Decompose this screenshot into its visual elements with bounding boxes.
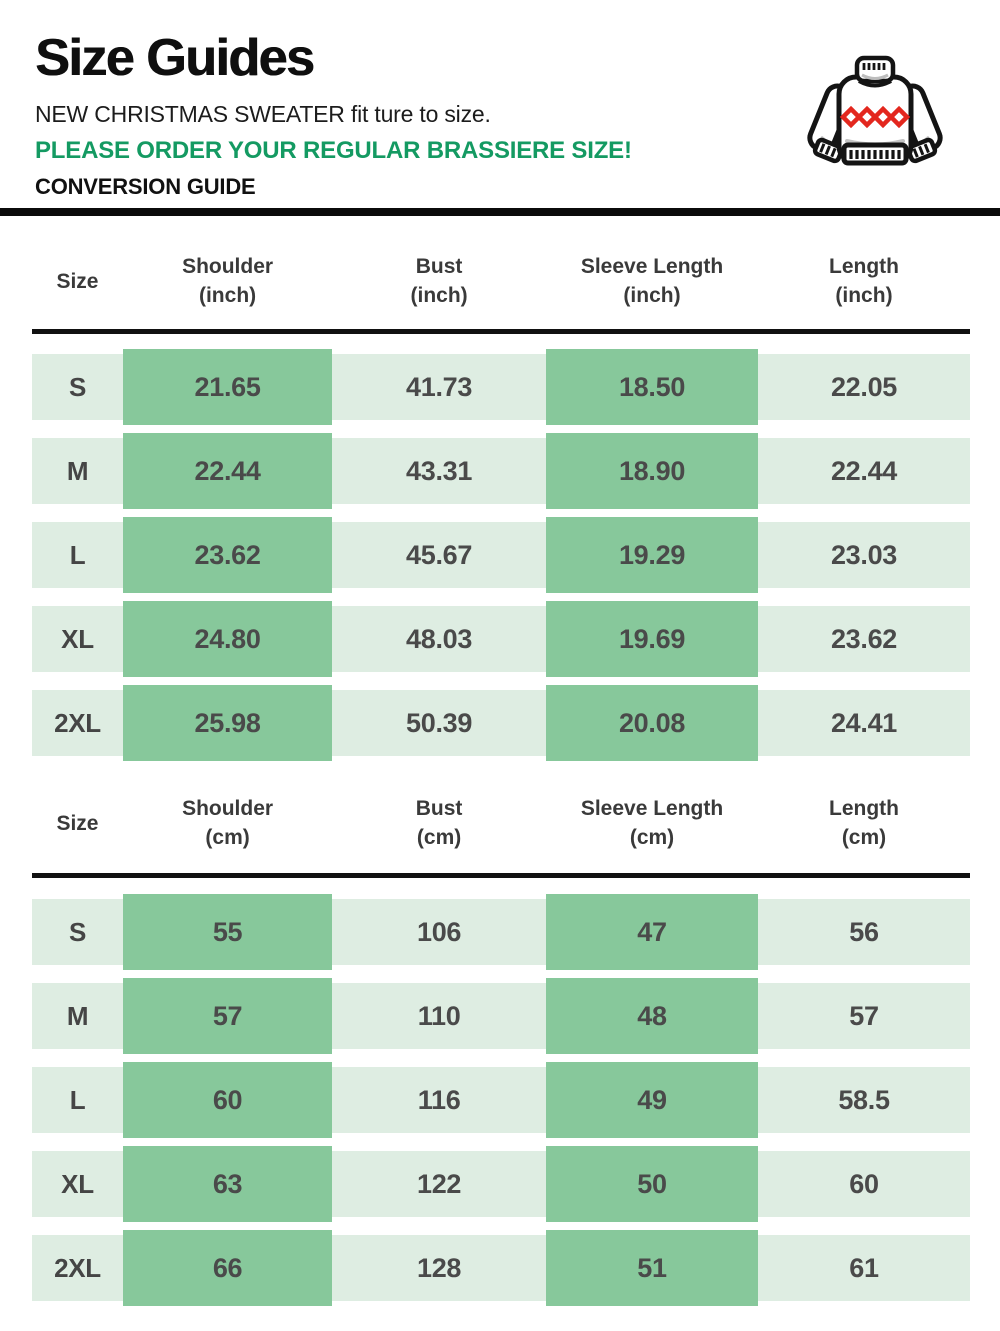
bust-cell: 41.73 — [406, 371, 473, 402]
length-cell: 60 — [849, 1168, 879, 1199]
table-row: S 55 106 47 56 — [32, 894, 970, 970]
size-cell: XL — [61, 623, 94, 654]
size-cell: L — [69, 1084, 86, 1115]
bust-cell: 110 — [417, 1000, 461, 1031]
table-row: L 23.62 45.67 19.29 23.03 — [32, 517, 970, 593]
bust-cell: 50.39 — [406, 707, 473, 738]
sleeve-length-cell: 48 — [546, 978, 758, 1054]
sleeve-length-cell: 19.29 — [546, 517, 758, 593]
bust-cell: 45.67 — [406, 539, 473, 570]
length-cell: 22.44 — [830, 455, 898, 486]
length-cell: 57 — [849, 1000, 879, 1031]
order-note: PLEASE ORDER YOUR REGULAR BRASSIERE SIZE… — [35, 137, 632, 164]
fit-note: NEW CHRISTMAS SWEATER fit ture to size. — [35, 101, 491, 127]
length-cell: 23.62 — [830, 623, 898, 654]
table-header-row-cm: Size Shoulder (cm) Bust (cm) Sleeve Leng… — [32, 774, 970, 873]
sleeve-length-cell: 18.90 — [546, 433, 758, 509]
table-header-rule-inch — [32, 329, 970, 334]
header-col-shoulder: Shoulder (inch) — [182, 255, 274, 307]
header-col-bust: Bust (cm) — [415, 797, 463, 849]
header-col-length: Length (cm) — [829, 797, 899, 849]
sleeve-length-cell: 19.69 — [546, 601, 758, 677]
size-cell: XL — [61, 1168, 94, 1199]
table-row: M 57 110 48 57 — [32, 978, 970, 1054]
sleeve-length-cell: 50 — [546, 1146, 758, 1222]
bust-cell: 122 — [417, 1168, 462, 1199]
table-row: 2XL 25.98 50.39 20.08 24.41 — [32, 685, 970, 761]
header-col-bust: Bust (inch) — [410, 255, 468, 307]
size-cell: S — [68, 371, 87, 402]
header-col-size: Size — [56, 269, 99, 293]
header-col-sleeve-length: Sleeve Length (cm) — [580, 797, 724, 849]
header: Size Guides NEW CHRISTMAS SWEATER fit tu… — [35, 32, 632, 200]
conversion-guide-label: CONVERSION GUIDE — [35, 174, 256, 199]
length-cell: 56 — [849, 916, 879, 947]
shoulder-cell: 57 — [122, 978, 333, 1054]
size-cell: S — [68, 916, 87, 947]
table-row: M 22.44 43.31 18.90 22.44 — [32, 433, 970, 509]
sleeve-length-cell: 49 — [546, 1062, 758, 1138]
table-body-cm: S 55 106 47 56 M 57 110 48 57 L 60 — [32, 878, 970, 1306]
shoulder-cell: 21.65 — [122, 349, 333, 425]
header-divider — [0, 208, 1000, 216]
size-cell: M — [66, 1000, 89, 1031]
size-table-inch: Size Shoulder (inch) Bust (inch) Sleeve … — [32, 216, 970, 761]
table-row: L 60 116 49 58.5 — [32, 1062, 970, 1138]
length-cell: 58.5 — [838, 1084, 890, 1115]
shoulder-cell: 23.62 — [122, 517, 333, 593]
length-cell: 61 — [849, 1252, 879, 1283]
header-col-sleeve-length: Sleeve Length (inch) — [580, 255, 724, 307]
length-cell: 22.05 — [830, 371, 898, 402]
sleeve-length-cell: 47 — [546, 894, 758, 970]
sweater-icon — [807, 55, 943, 166]
table-row: S 21.65 41.73 18.50 22.05 — [32, 349, 970, 425]
size-cell: M — [66, 455, 89, 486]
size-tables: Size Shoulder (inch) Bust (inch) Sleeve … — [32, 216, 970, 1319]
shoulder-cell: 24.80 — [122, 601, 333, 677]
table-row: XL 24.80 48.03 19.69 23.62 — [32, 601, 970, 677]
shoulder-cell: 25.98 — [122, 685, 333, 761]
table-header-rule-cm — [32, 873, 970, 878]
table-row: XL 63 122 50 60 — [32, 1146, 970, 1222]
size-cell: L — [69, 539, 86, 570]
length-cell: 24.41 — [830, 707, 898, 738]
header-col-size: Size — [56, 811, 99, 835]
length-cell: 23.03 — [830, 539, 898, 570]
bust-cell: 128 — [417, 1252, 462, 1283]
shoulder-cell: 55 — [122, 894, 333, 970]
shoulder-cell: 22.44 — [122, 433, 333, 509]
table-body-inch: S 21.65 41.73 18.50 22.05 M 22.44 43.31 … — [32, 334, 970, 761]
table-row: 2XL 66 128 51 61 — [32, 1230, 970, 1306]
header-col-length: Length (inch) — [829, 255, 899, 307]
shoulder-cell: 60 — [122, 1062, 333, 1138]
page-title: Size Guides — [35, 29, 315, 87]
bust-cell: 48.03 — [406, 623, 473, 654]
bust-cell: 116 — [417, 1084, 461, 1115]
sleeve-length-cell: 20.08 — [546, 685, 758, 761]
bust-cell: 43.31 — [406, 455, 473, 486]
size-cell: 2XL — [54, 707, 101, 738]
size-table-cm: Size Shoulder (cm) Bust (cm) Sleeve Leng… — [32, 774, 970, 1306]
sleeve-length-cell: 51 — [546, 1230, 758, 1306]
table-header-row-inch: Size Shoulder (inch) Bust (inch) Sleeve … — [32, 216, 970, 329]
size-cell: 2XL — [54, 1252, 101, 1283]
header-col-shoulder: Shoulder (cm) — [182, 797, 274, 849]
bust-cell: 106 — [417, 916, 462, 947]
shoulder-cell: 66 — [122, 1230, 333, 1306]
shoulder-cell: 63 — [122, 1146, 333, 1222]
sleeve-length-cell: 18.50 — [546, 349, 758, 425]
